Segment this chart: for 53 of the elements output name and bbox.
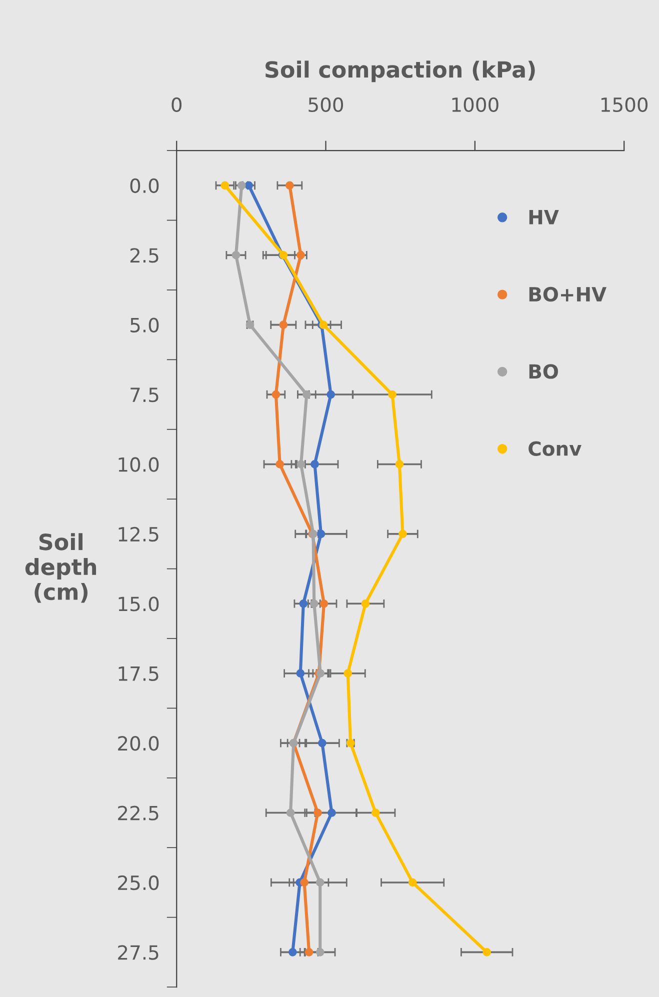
y-tick-label: 0.0 xyxy=(130,178,159,194)
x-axis-title: Soil compaction (kPa) xyxy=(266,60,535,82)
point xyxy=(286,181,294,190)
legend-label: BO+HV xyxy=(529,286,606,302)
point xyxy=(408,878,417,887)
point xyxy=(328,808,336,817)
point xyxy=(320,599,328,608)
y-axis-title: Soil depth (cm) xyxy=(25,533,96,603)
point xyxy=(304,948,314,956)
point xyxy=(300,878,308,887)
point xyxy=(395,460,404,468)
point xyxy=(318,738,326,748)
point xyxy=(296,250,305,260)
y-tick-label: 20.0 xyxy=(118,736,159,751)
point xyxy=(398,530,407,538)
point xyxy=(272,390,280,399)
legend-label: Conv xyxy=(528,441,582,456)
y-tick-label: 22.5 xyxy=(118,806,158,820)
point xyxy=(314,808,322,817)
y-tick-label: 2.5 xyxy=(130,248,158,263)
y-tick-label: 12.5 xyxy=(118,526,158,542)
point xyxy=(316,530,326,538)
x-tick-label: 0 xyxy=(172,97,182,112)
point xyxy=(344,669,352,678)
x-tick-label: 500 xyxy=(308,97,344,112)
y-tick-label: 10.0 xyxy=(118,457,159,472)
point xyxy=(302,390,311,399)
y-tick-label: 7.5 xyxy=(130,388,158,402)
point xyxy=(276,460,284,468)
point xyxy=(316,878,324,887)
point xyxy=(482,948,492,956)
point xyxy=(371,808,380,817)
point xyxy=(326,390,336,399)
y-tick-label: 27.5 xyxy=(118,945,158,960)
y-tick-label: 17.5 xyxy=(118,666,158,682)
point xyxy=(232,250,240,260)
x-tick-label: 1500 xyxy=(601,97,648,112)
point xyxy=(279,320,288,329)
point xyxy=(286,808,295,817)
y-tick-label: 25.0 xyxy=(118,875,159,890)
y-tick-label: 5.0 xyxy=(130,318,159,332)
legend-label: HV xyxy=(529,210,559,224)
point xyxy=(296,669,305,678)
point xyxy=(310,460,319,468)
x-tick-label: 1000 xyxy=(452,97,498,112)
point xyxy=(220,181,230,190)
point xyxy=(244,181,253,190)
point xyxy=(288,948,297,956)
point xyxy=(361,599,370,608)
point xyxy=(316,948,324,956)
legend-label: BO xyxy=(529,364,558,379)
y-tick-label: 15.0 xyxy=(118,596,159,612)
point xyxy=(388,390,396,399)
